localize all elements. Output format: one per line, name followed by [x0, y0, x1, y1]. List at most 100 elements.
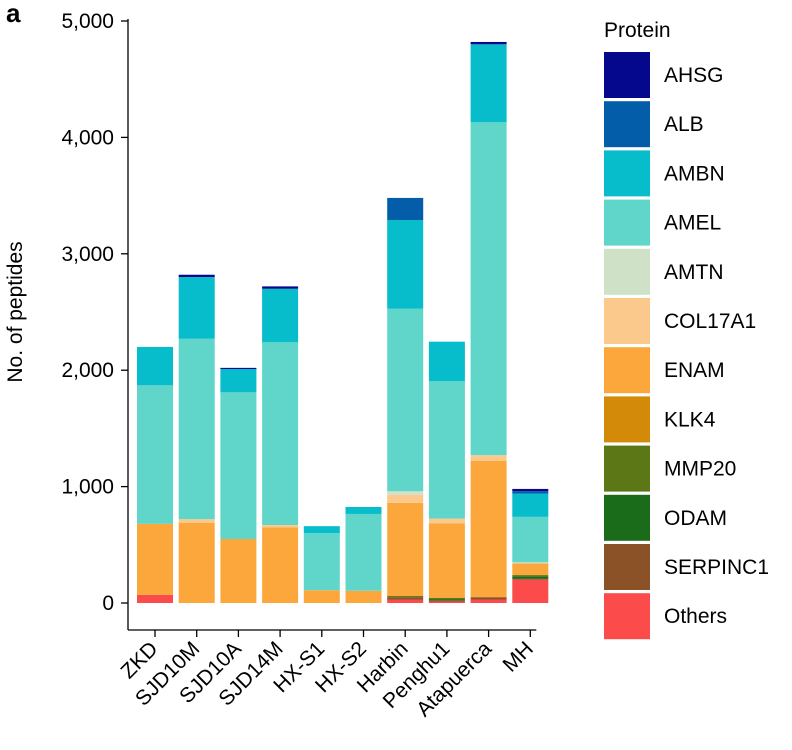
bar-stack — [387, 197, 424, 603]
bar-segment — [303, 533, 340, 591]
bar-segment — [512, 562, 549, 564]
y-tick-label: 1,000 — [61, 476, 114, 499]
bar-segment — [178, 519, 215, 523]
legend-label: COL17A1 — [664, 310, 756, 333]
bar-segment — [512, 578, 549, 580]
panel-label: a — [6, 0, 21, 28]
legend-label: MMP20 — [664, 458, 736, 481]
bar-segment — [387, 599, 424, 603]
legend-swatch — [604, 544, 650, 590]
bar-segment — [470, 41, 507, 45]
legend-swatch — [604, 52, 650, 98]
bar-segment — [178, 522, 215, 603]
bar-segment — [428, 381, 465, 519]
legend-label: Others — [664, 605, 727, 628]
legend-swatch — [604, 150, 650, 197]
bar-segment — [345, 506, 382, 514]
bar-segment — [512, 575, 549, 577]
bar-segment — [137, 594, 173, 603]
bar-segment — [262, 286, 299, 289]
bar-segment — [387, 597, 424, 600]
legend-swatch — [604, 101, 650, 148]
legend-label: AMTN — [664, 261, 724, 284]
bar-stack — [512, 488, 549, 603]
bar-segment — [178, 338, 215, 520]
legend: Protein AHSG ALB AMBN AMEL AMTN COL17A1 ENAM KL… — [604, 19, 769, 640]
legend-swatch — [604, 593, 650, 640]
bar-segment — [512, 488, 549, 492]
bar-stack — [303, 526, 340, 603]
bar-segment — [428, 601, 465, 603]
bar-segment — [303, 526, 340, 534]
bar-segment — [262, 525, 299, 528]
bar-segment — [512, 516, 549, 563]
bars — [137, 41, 549, 603]
bar-segment — [220, 538, 257, 603]
bar-segment — [512, 576, 549, 579]
bar-segment — [220, 392, 257, 539]
bar-segment — [262, 342, 299, 526]
legend-swatch — [604, 298, 650, 344]
bar-segment — [512, 563, 549, 576]
legend-label: AHSG — [664, 64, 724, 87]
legend-label: KLK4 — [664, 408, 716, 431]
legend-label: ENAM — [664, 359, 725, 382]
legend-swatch — [604, 396, 650, 443]
bar-segment — [470, 455, 507, 461]
bar-segment — [137, 385, 173, 524]
bar-segment — [178, 274, 215, 278]
bar-stack — [220, 367, 257, 603]
bar-segment — [262, 288, 299, 343]
bar-segment — [428, 523, 465, 598]
y-tick-label: 2,000 — [61, 359, 114, 382]
bar-segment — [387, 494, 424, 503]
bar-segment — [303, 590, 340, 603]
legend-swatch — [604, 445, 650, 492]
bar-segment — [387, 596, 424, 598]
bar-segment — [387, 197, 424, 221]
bar-stack — [137, 346, 173, 603]
bar-segment — [512, 493, 549, 517]
x-axis: ZKDSJD10MSJD10ASJD14MHX-S1HX-S2HarbinPen… — [117, 629, 538, 721]
bar-segment — [137, 523, 173, 595]
y-tick-label: 5,000 — [61, 10, 114, 33]
bar-stack — [470, 41, 507, 603]
bar-stack — [262, 286, 299, 603]
y-tick-label: 0 — [102, 592, 114, 615]
bar-segment — [428, 518, 465, 524]
legend-title: Protein — [604, 19, 671, 42]
y-axis-title: No. of peptides — [4, 241, 27, 382]
bar-segment — [262, 527, 299, 603]
bar-segment — [470, 122, 507, 456]
bar-stack — [428, 341, 465, 603]
x-tick-label: MH — [498, 637, 537, 676]
bar-segment — [387, 491, 424, 495]
bar-segment — [428, 599, 465, 601]
bar-segment — [387, 220, 424, 309]
bar-segment — [387, 308, 424, 492]
bar-segment — [470, 597, 507, 600]
bar-segment — [470, 44, 507, 123]
y-tick-label: 3,000 — [61, 243, 114, 266]
legend-swatch — [604, 199, 650, 246]
bar-segment — [345, 513, 382, 591]
legend-label: ODAM — [664, 507, 727, 530]
legend-swatch — [604, 347, 650, 394]
bar-segment — [220, 369, 257, 393]
bar-segment — [512, 491, 549, 494]
legend-label: AMBN — [664, 162, 725, 185]
bar-segment — [470, 460, 507, 598]
bar-segment — [428, 341, 465, 382]
bar-stack — [178, 274, 215, 603]
bar-segment — [428, 600, 465, 602]
bar-segment — [137, 346, 173, 386]
bar-segment — [345, 590, 382, 603]
y-axis: 0 1,000 2,000 3,000 4,000 5,000 — [61, 10, 129, 630]
bar-segment — [178, 277, 215, 339]
y-tick-label: 4,000 — [61, 126, 114, 149]
legend-label: SERPINC1 — [664, 556, 769, 579]
bar-segment — [470, 599, 507, 603]
legend-swatch — [604, 494, 650, 541]
bar-segment — [220, 367, 257, 370]
bar-segment — [428, 597, 465, 600]
